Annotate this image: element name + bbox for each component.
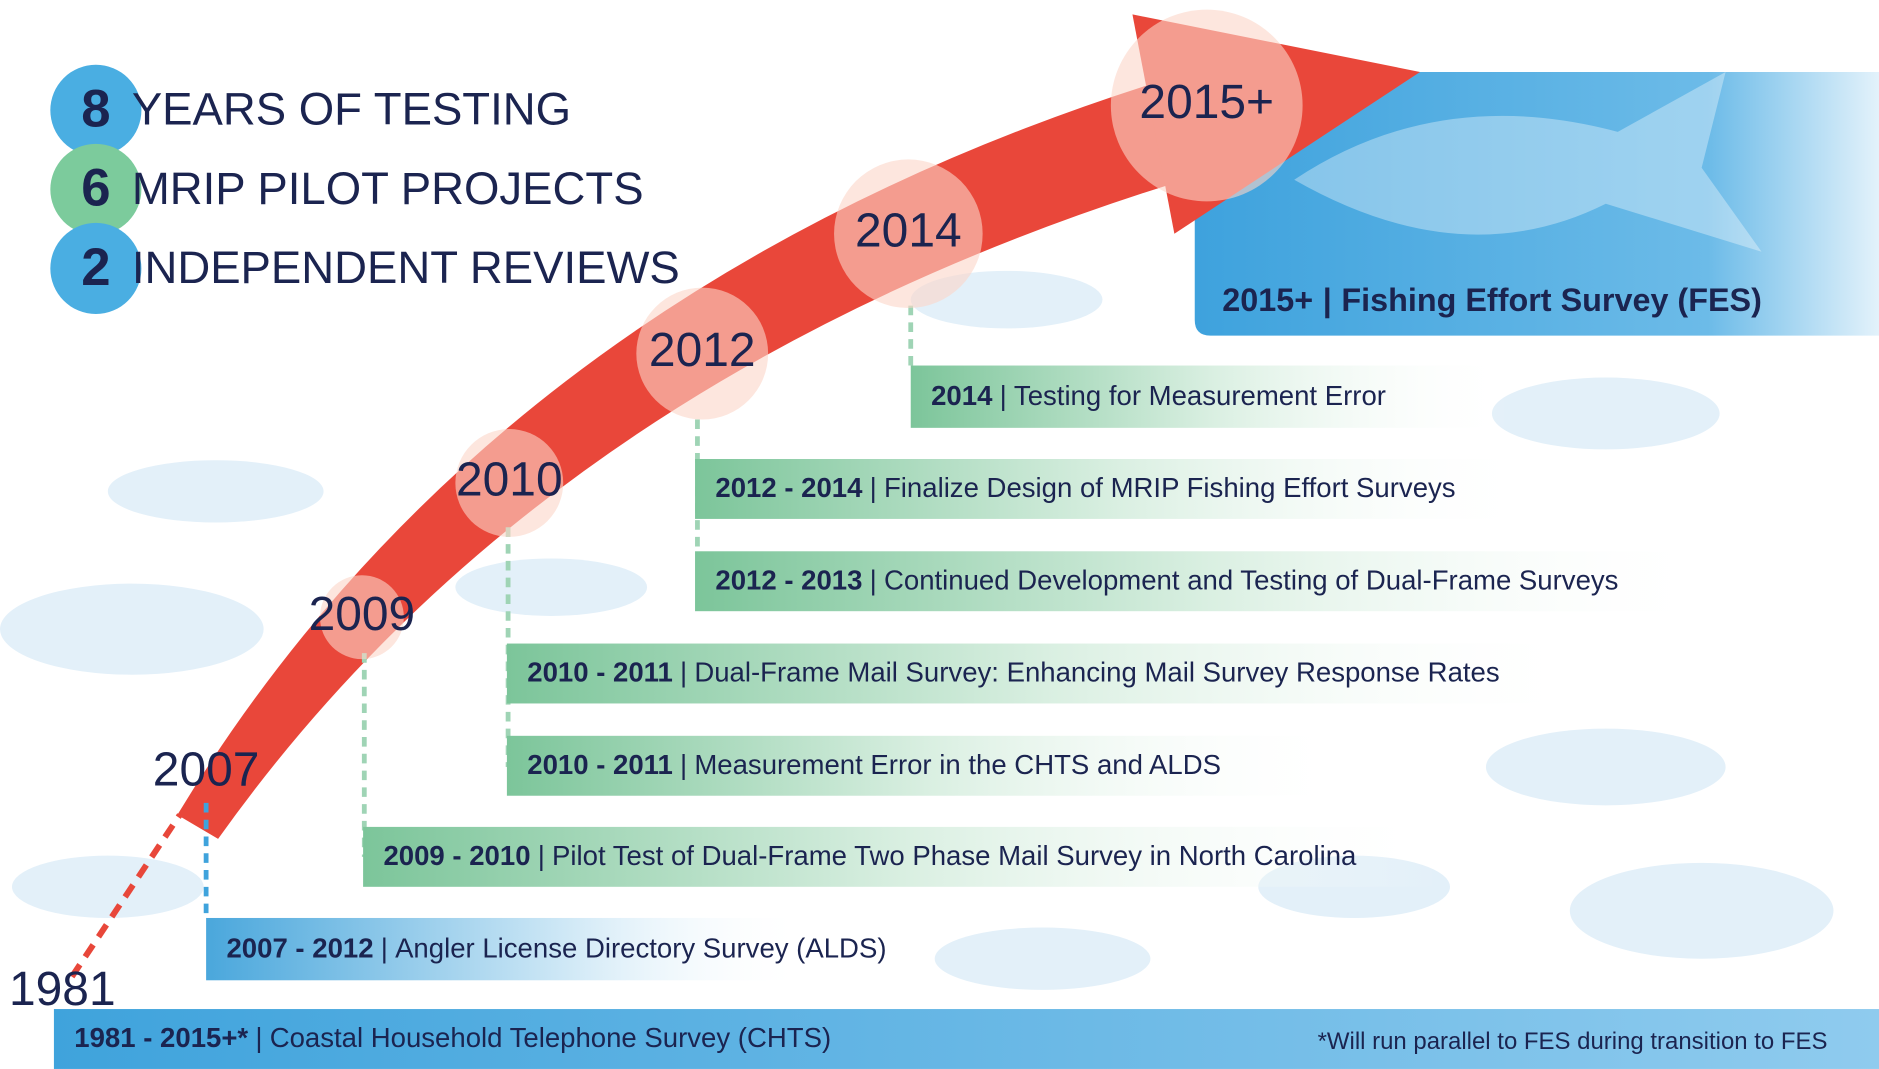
fes-period: 2015+ (1222, 282, 1313, 318)
bar-label: 2014|Testing for Measurement Error (931, 380, 1386, 411)
bar-period: 2010 - 2011 (527, 657, 673, 688)
stat-number: 6 (81, 159, 110, 218)
stats: 8 YEARS OF TESTING 6 MRIP PILOT PROJECTS 2 IN… (50, 65, 679, 314)
bar-label: 2007 - 2012 |Angler License Directory Sur… (226, 933, 886, 964)
bar-text: Angler License Directory Survey (ALDS) (395, 933, 886, 964)
year-label: 2010 (456, 454, 563, 507)
bar-period: 2007 - 2012 (226, 933, 373, 964)
footnote: *Will run parallel to FES during transit… (1318, 1028, 1828, 1055)
bar-text: Measurement Error in the CHTS and ALDS (694, 749, 1221, 780)
bar-text: Continued Development and Testing of Dua… (884, 565, 1618, 596)
fes-label: 2015+ |Fishing Effort Survey (FES) (1222, 282, 1762, 318)
year-label: 2009 (309, 588, 416, 641)
separator: | (255, 1022, 262, 1053)
year-label: 2015+ (1139, 76, 1274, 129)
bar-text: Finalize Design of MRIP Fishing Effort S… (884, 472, 1456, 503)
bar-period: 2009 - 2010 (383, 840, 530, 871)
separator: | (680, 749, 687, 780)
year-label: 2012 (649, 324, 756, 377)
separator: | (1323, 282, 1332, 318)
bar-label: 2010 - 2011|Measurement Error in the CHT… (527, 749, 1221, 780)
bar-label: 2009 - 2010 |Pilot Test of Dual-Frame Two… (383, 840, 1357, 871)
stat-number: 8 (81, 80, 110, 139)
year-label: 1981 (9, 963, 116, 1016)
bar-label: 2012 - 2013 |Continued Development and Te… (715, 565, 1618, 596)
bar-label: 1981 - 2015+*| Coastal Household Telephon… (74, 1022, 831, 1053)
bar-text: Dual-Frame Mail Survey: Enhancing Mail S… (694, 657, 1499, 688)
stat-text: INDEPENDENT REVIEWS (132, 242, 680, 293)
bar-text: Coastal Household Telephone Survey (CHTS… (270, 1022, 831, 1053)
stat-text: MRIP PILOT PROJECTS (132, 163, 644, 214)
bar-text: Pilot Test of Dual-Frame Two Phase Mail … (552, 840, 1357, 871)
stat-text: YEARS OF TESTING (132, 84, 571, 135)
separator: | (381, 933, 388, 964)
separator: | (538, 840, 545, 871)
fes-text: Fishing Effort Survey (FES) (1341, 282, 1762, 318)
bar-label: 2012 - 2014|Finalize Design of MRIP Fish… (715, 472, 1455, 503)
bar-period: 2012 - 2013 (715, 565, 862, 596)
infographic: 2014|Testing for Measurement Error2012 -… (0, 0, 1879, 1069)
year-label: 2014 (855, 204, 962, 257)
stat-number: 2 (81, 238, 110, 297)
separator: | (870, 565, 877, 596)
year-label: 2007 (153, 744, 260, 797)
bar-period: 2012 - 2014 (715, 472, 863, 503)
separator: | (1000, 380, 1007, 411)
separator: | (680, 657, 687, 688)
separator: | (870, 472, 877, 503)
bar-period: 2014 (931, 380, 993, 411)
bar-text: Testing for Measurement Error (1014, 380, 1386, 411)
bar-period: 1981 - 2015+* (74, 1022, 248, 1053)
bar-period: 2010 - 2011 (527, 749, 673, 780)
